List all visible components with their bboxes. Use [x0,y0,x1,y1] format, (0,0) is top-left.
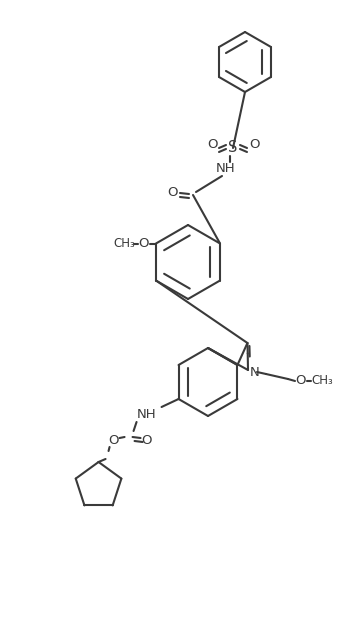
Text: CH₃: CH₃ [113,237,135,250]
Text: NH: NH [216,162,236,176]
Text: O: O [141,434,152,448]
Text: S: S [228,141,238,155]
Text: CH₃: CH₃ [311,375,333,387]
Text: O: O [296,375,306,387]
Text: O: O [207,138,217,152]
Text: NH: NH [137,408,156,420]
Text: O: O [139,237,149,250]
Text: N: N [250,365,260,378]
Text: O: O [108,434,119,448]
Text: O: O [249,138,259,152]
Text: O: O [168,186,178,198]
